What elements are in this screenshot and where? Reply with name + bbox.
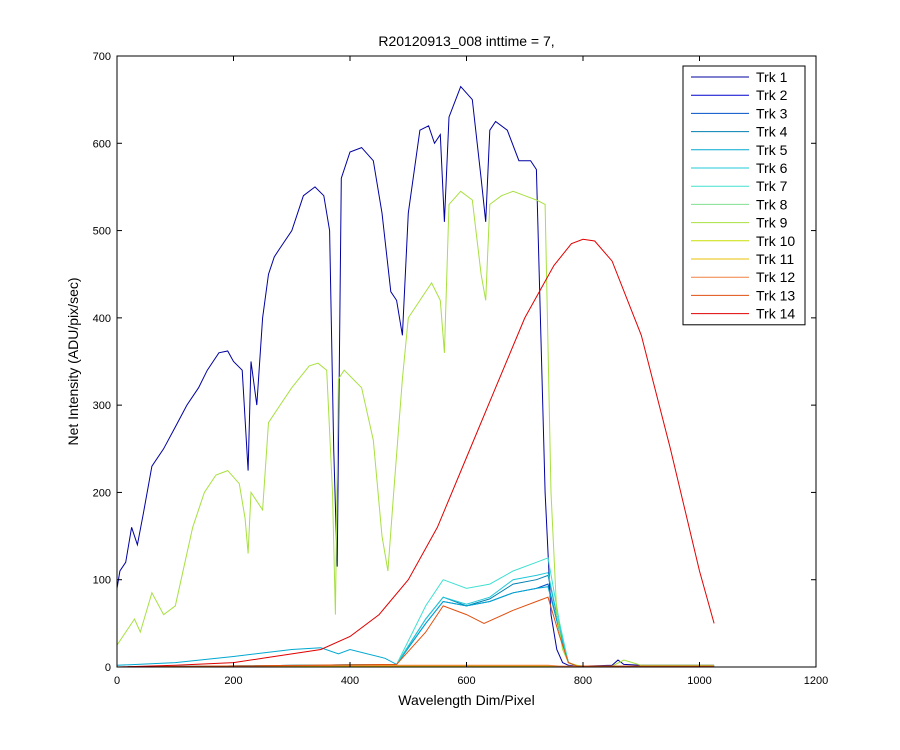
series-line-trk-1: [116, 85, 715, 667]
y-tick-label: 100: [93, 575, 111, 587]
series-line-trk-14: [116, 238, 715, 668]
legend-label: Trk 4: [756, 124, 788, 140]
legend-label: Trk 5: [756, 142, 788, 158]
legend-label: Trk 1: [756, 69, 788, 85]
y-axis-label: Net Intensity (ADU/pix/sec): [65, 277, 81, 445]
x-tick-label: 1200: [804, 675, 828, 687]
x-tick-label: 800: [574, 675, 592, 687]
legend-label: Trk 6: [756, 160, 788, 176]
y-tick-label: 400: [93, 313, 111, 325]
y-tick-label: 300: [93, 400, 111, 412]
x-tick-label: 1000: [687, 675, 711, 687]
y-tick-label: 200: [93, 487, 111, 499]
legend-label: Trk 8: [756, 196, 788, 212]
legend: Trk 1 Trk 2 Trk 3 Trk 4 Trk 5 Trk 6 Trk 7 Trk 8…: [682, 65, 806, 326]
y-tick-label: 0: [105, 662, 111, 674]
legend-label: Trk 9: [756, 215, 788, 231]
legend-label: Trk 2: [756, 87, 788, 103]
x-tick-label: 0: [114, 675, 120, 687]
legend-label: Trk 10: [756, 233, 795, 249]
y-tick-label: 600: [93, 138, 111, 150]
legend-label: Trk 3: [756, 105, 788, 121]
x-tick-label: 200: [224, 675, 242, 687]
series-line-trk-13: [116, 596, 715, 668]
series-line-trk-5: [116, 586, 715, 667]
legend-box: [682, 65, 806, 326]
x-tick-label: 400: [341, 675, 359, 687]
axes: 0 200 400 600 800 1000 1200 0 100 200 300 400 500 600…: [93, 51, 829, 687]
legend-label: Trk 12: [756, 269, 795, 285]
legend-label: Trk 14: [756, 306, 795, 322]
x-tick-label: 600: [457, 675, 475, 687]
chart-title: R20120913_008 inttime = 7,: [378, 33, 554, 49]
legend-label: Trk 13: [756, 287, 795, 303]
y-tick-label: 500: [93, 226, 111, 238]
y-tick-label: 700: [93, 51, 111, 63]
legend-label: Trk 7: [756, 178, 788, 194]
x-axis-label: Wavelength Dim/Pixel: [398, 692, 534, 708]
legend-label: Trk 11: [756, 251, 794, 267]
series-line-trk-9: [116, 190, 715, 667]
